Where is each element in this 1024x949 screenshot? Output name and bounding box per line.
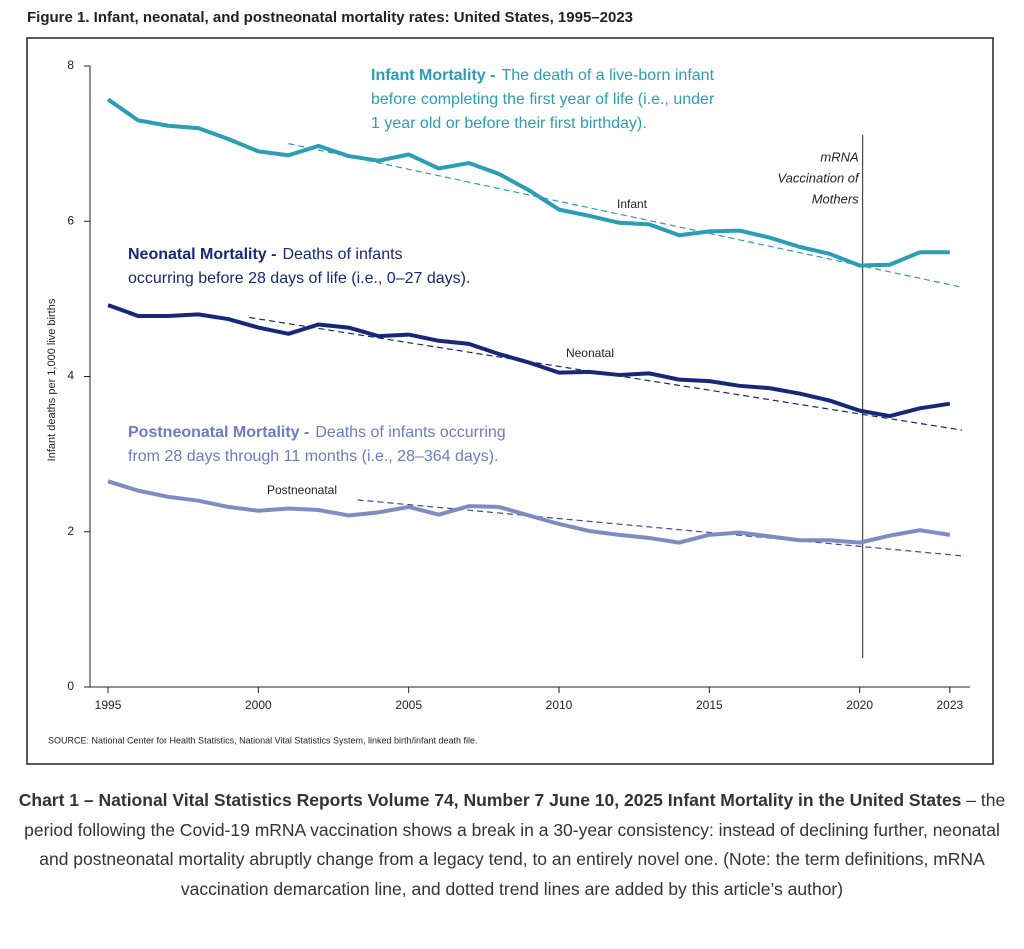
- y-tick-label: 6: [67, 213, 74, 227]
- definition-line: 1 year old or before their first birthda…: [371, 115, 647, 132]
- definition-term: Infant Mortality -: [371, 67, 495, 84]
- x-tick-label: 2015: [696, 698, 723, 712]
- caption-text: – the period following the Covid-19 mRNA…: [24, 790, 1006, 899]
- x-tick-label: 2005: [395, 698, 422, 712]
- y-tick-label: 0: [67, 679, 74, 693]
- definition-line: from 28 days through 11 months (i.e., 28…: [128, 448, 499, 465]
- series-line: [107, 479, 951, 545]
- series-line: [107, 303, 951, 419]
- y-tick-label: 8: [67, 58, 74, 72]
- y-tick-label: 4: [67, 369, 74, 383]
- vaccination-label: Vaccination of: [777, 170, 860, 185]
- x-tick-label: 2023: [937, 698, 964, 712]
- definition-line: Deaths of infants occurring: [315, 424, 505, 441]
- source-note: SOURCE: National Center for Health Stati…: [48, 735, 478, 745]
- chart-title: Figure 1. Infant, neonatal, and postneon…: [27, 9, 633, 26]
- vaccination-label: Mothers: [812, 191, 859, 206]
- x-tick-label: 2000: [245, 698, 272, 712]
- series-label: Infant: [617, 197, 648, 211]
- definition-term: Neonatal Mortality -: [128, 246, 276, 263]
- definition: Infant Mortality - The death of a live-bo…: [371, 67, 715, 132]
- definition: Neonatal Mortality - Deaths of infants occ…: [128, 246, 470, 287]
- definition-line: before completing the first year of life…: [371, 91, 715, 108]
- chart: Figure 1. Infant, neonatal, and postneon…: [26, 9, 994, 765]
- x-tick-label: 2020: [846, 698, 873, 712]
- series-line: [106, 97, 950, 268]
- vaccination-label: mRNA: [820, 149, 858, 164]
- definition-line: Deaths of infants: [282, 246, 402, 263]
- y-axis-label: Infant deaths per 1,000 live births: [46, 298, 58, 461]
- definition-line: The death of a live-born infant: [501, 67, 714, 84]
- trend-line: [357, 499, 962, 557]
- definition: Postneonatal Mortality - Deaths of infant…: [128, 424, 506, 465]
- figure-frame: [26, 37, 994, 765]
- caption-bold: Chart 1 – National Vital Statistics Repo…: [18, 790, 962, 810]
- x-tick-label: 1995: [95, 698, 122, 712]
- x-tick-label: 2010: [546, 698, 573, 712]
- y-tick-label: 2: [67, 524, 74, 538]
- series-label: Neonatal: [566, 346, 614, 360]
- definition-line: occurring before 28 days of life (i.e., …: [128, 270, 470, 287]
- series-label: Postneonatal: [267, 483, 337, 497]
- caption: Chart 1 – National Vital Statistics Repo…: [18, 786, 1006, 904]
- definition-term: Postneonatal Mortality -: [128, 424, 309, 441]
